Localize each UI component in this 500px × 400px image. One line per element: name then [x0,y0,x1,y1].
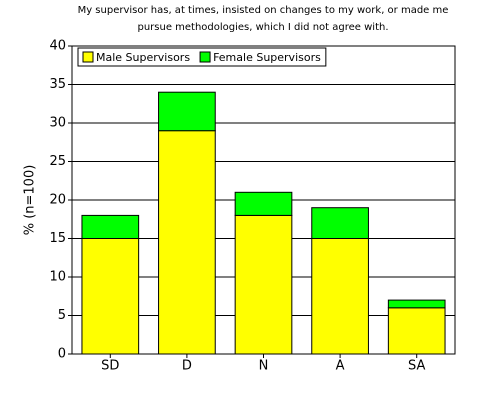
legend-swatch [199,51,211,63]
bar-segment [311,238,369,355]
x-tick-label: A [336,359,345,374]
bar-segment [311,207,369,239]
y-tick-label: 10 [49,270,66,285]
bar-segment [158,130,216,355]
legend-label: Female Supervisors [213,51,321,64]
bar-segment [234,214,293,355]
bar-segment [234,191,293,216]
y-tick-label: 25 [49,154,66,169]
y-tick-label: 0 [58,347,66,362]
bar-segment [387,299,446,309]
x-tick-label: D [182,359,192,374]
y-tick-label: 15 [49,231,66,246]
y-tick-label: 40 [49,39,66,54]
plot-frame [71,45,456,355]
bar-segment [387,307,446,355]
y-tick-label: 20 [49,193,66,208]
legend-label: Male Supervisors [96,51,190,64]
chart-title-line: pursue methodologies, which I did not ag… [137,22,388,33]
chart-title-line: My supervisor has, at times, insisted on… [78,5,449,16]
y-tick-label: 35 [49,77,66,92]
bar-segment [158,91,216,132]
x-tick-label: SD [101,359,119,374]
x-tick-label: N [259,359,269,374]
y-tick-label: 30 [49,116,66,131]
y-axis-label: % (n=100) [23,165,38,236]
bar-segment [81,238,140,355]
legend-swatch [82,51,94,63]
y-tick-label: 5 [58,308,66,323]
x-tick-label: SA [408,359,425,374]
bar-segment [81,214,140,239]
